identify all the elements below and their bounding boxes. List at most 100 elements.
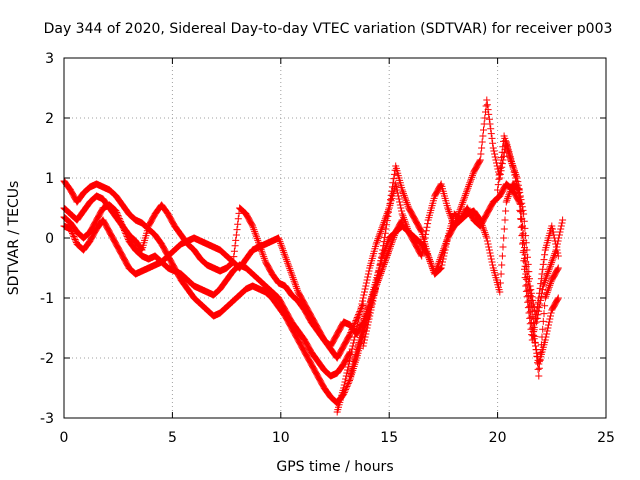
- data-point: [550, 251, 558, 259]
- x-tick-label: 20: [489, 430, 507, 446]
- data-point: [527, 289, 535, 297]
- data-point: [512, 170, 520, 178]
- data-point: [513, 172, 520, 180]
- data-point: [485, 110, 493, 118]
- data-point: [442, 243, 450, 251]
- data-point: [520, 247, 528, 255]
- data-point: [441, 249, 448, 257]
- data-point: [377, 226, 385, 234]
- data-point: [355, 312, 363, 320]
- data-point: [483, 234, 491, 242]
- data-point: [528, 293, 536, 301]
- data-point: [373, 278, 381, 286]
- data-point: [230, 247, 238, 255]
- data-point: [387, 241, 395, 249]
- data-point: [70, 234, 78, 242]
- data-point: [484, 240, 492, 248]
- data-point: [545, 318, 553, 326]
- data-point: [387, 196, 394, 204]
- data-point: [500, 234, 508, 242]
- data-point: [552, 246, 560, 254]
- data-point: [72, 237, 80, 245]
- data-point: [340, 381, 348, 389]
- data-point: [503, 196, 511, 204]
- data-point: [521, 274, 529, 282]
- data-point: [544, 268, 552, 276]
- data-point: [528, 336, 536, 344]
- data-point: [366, 309, 374, 317]
- data-point: [67, 225, 74, 233]
- data-point: [381, 259, 389, 267]
- data-point: [547, 280, 554, 288]
- data-point: [483, 101, 491, 109]
- data-point: [380, 238, 388, 246]
- data-point: [489, 139, 497, 147]
- data-point: [424, 252, 432, 260]
- data-point: [444, 206, 452, 214]
- data-point: [497, 270, 505, 278]
- data-point: [555, 231, 563, 239]
- data-point: [363, 276, 371, 284]
- data-point: [516, 188, 524, 196]
- data-point: [537, 341, 545, 349]
- data-point: [397, 204, 405, 212]
- chart-title: Day 344 of 2020, Sidereal Day-to-day VTE…: [44, 21, 613, 37]
- data-point: [439, 258, 446, 266]
- data-point: [441, 246, 449, 254]
- data-point: [234, 220, 242, 228]
- data-point: [498, 148, 506, 156]
- data-point: [374, 236, 381, 244]
- data-point: [438, 261, 446, 269]
- data-point: [235, 209, 243, 217]
- data-point: [260, 253, 268, 261]
- data-point: [545, 285, 552, 293]
- data-point: [530, 328, 538, 336]
- data-point: [498, 252, 506, 260]
- data-point: [550, 253, 557, 261]
- data-point: [551, 250, 559, 258]
- data-point: [534, 311, 542, 319]
- data-point: [286, 266, 294, 274]
- data-point: [500, 225, 508, 233]
- data-point: [291, 279, 299, 287]
- x-tick-label: 25: [597, 430, 615, 446]
- y-axis-label: SDTVAR / TECUs: [6, 181, 22, 296]
- data-point: [523, 246, 531, 254]
- data-point: [508, 160, 516, 168]
- data-point: [524, 298, 532, 306]
- data-point: [522, 287, 530, 295]
- data-point: [492, 156, 500, 164]
- y-tick-labels: -3 -2 -1 0 1 2 3: [40, 51, 54, 427]
- data-point: [556, 228, 564, 236]
- data-point: [398, 210, 406, 218]
- data-point: [384, 250, 392, 258]
- data-point: [455, 208, 463, 216]
- data-point: [487, 255, 495, 263]
- data-point: [491, 150, 499, 158]
- data-point: [549, 255, 557, 263]
- data-point: [383, 221, 391, 229]
- data-point: [527, 286, 535, 294]
- data-point: [490, 147, 498, 155]
- data-point: [354, 318, 362, 326]
- data-point: [357, 303, 365, 311]
- data-point: [376, 260, 384, 268]
- data-point: [418, 252, 426, 260]
- data-point: [517, 196, 525, 204]
- data-point: [519, 248, 527, 256]
- data-point: [229, 259, 236, 267]
- data-point: [537, 293, 545, 301]
- data-point: [260, 254, 268, 262]
- data-point: [375, 268, 383, 276]
- data-point: [526, 275, 533, 283]
- data-point: [351, 330, 359, 338]
- data-point: [372, 285, 379, 293]
- data-point: [385, 208, 392, 216]
- data-point: [279, 245, 286, 253]
- data-point: [429, 265, 437, 273]
- data-point: [481, 229, 489, 237]
- data-point: [517, 215, 525, 223]
- data-point: [544, 324, 552, 332]
- data-point: [559, 216, 567, 224]
